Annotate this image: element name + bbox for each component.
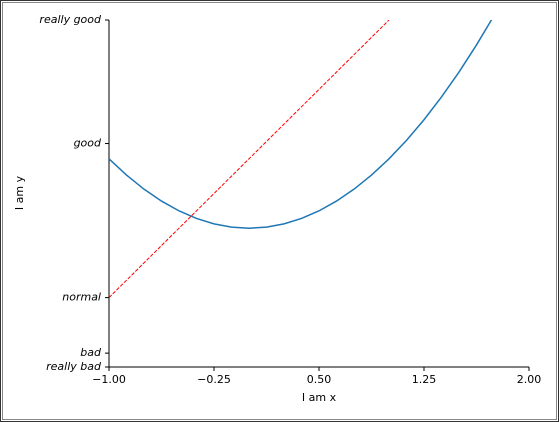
y-tick-label: normal (62, 291, 101, 304)
y-axis-label: I am y (13, 175, 26, 210)
y-tick-label: really good (39, 13, 102, 26)
x-axis-label: I am x (302, 391, 337, 404)
x-tick-label: 1.25 (412, 373, 437, 386)
x-tick-label: 0.50 (307, 373, 332, 386)
y-tick-label: bad (80, 346, 102, 359)
series-line (109, 20, 390, 298)
y-tick-label: good (74, 137, 102, 150)
series-line (109, 20, 493, 229)
x-tick-label: −1.00 (92, 373, 126, 386)
y-tick-label: really bad (46, 360, 102, 373)
x-tick-label: 2.00 (517, 373, 542, 386)
x-tick-label: −0.25 (197, 373, 231, 386)
